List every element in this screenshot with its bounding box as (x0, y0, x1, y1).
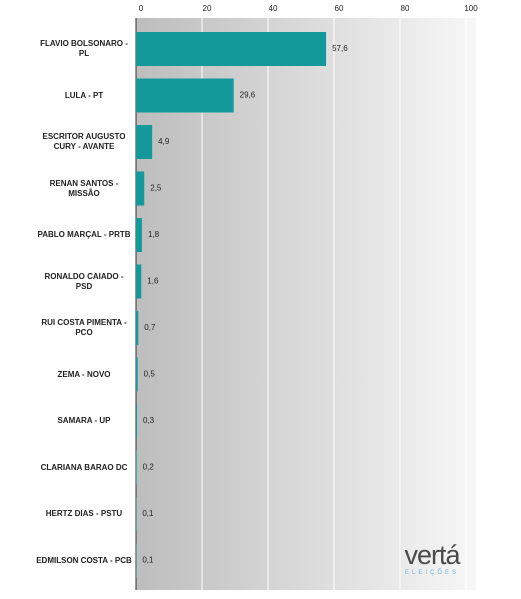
data-label: 0,1 (142, 509, 154, 518)
y-tick-label: RONALDO CAIADO - PSD (44, 271, 124, 291)
y-tick-label: ZEMA - NOVO (57, 369, 111, 379)
plot-background (136, 18, 476, 590)
x-tick-label: 80 (401, 4, 410, 13)
data-label: 1,6 (147, 277, 159, 286)
bar (136, 264, 142, 299)
y-tick-label: HERTZ DIAS - PSTU (45, 509, 123, 518)
bar (136, 171, 145, 206)
x-tick-label: 20 (203, 4, 212, 13)
y-tick-label: LULA - PT (64, 90, 104, 100)
data-label: 0,2 (143, 463, 155, 472)
y-tick-label: RUI COSTA PIMENTA - PCO (41, 318, 127, 337)
bar (136, 357, 138, 392)
y-tick-label: RENAN SANTOS - MISSÃO (49, 178, 119, 198)
data-label: 2,5 (150, 184, 162, 193)
y-tick-label: FLAVIO BOLSONARO - PL (40, 39, 128, 58)
bar (136, 125, 153, 159)
data-label: 0,3 (143, 416, 155, 425)
data-label: 57,6 (332, 44, 348, 53)
data-label: 4,9 (158, 137, 170, 146)
bar (136, 218, 142, 252)
y-tick-label: EDMILSON COSTA - PCB (36, 555, 132, 565)
y-tick-label: CLARIANA BARAO DC (40, 462, 128, 472)
bar (136, 78, 234, 113)
data-label: 0,7 (144, 323, 156, 332)
x-tick-label: 0 (139, 4, 144, 13)
bar (136, 450, 137, 485)
data-label: 1,8 (148, 230, 160, 239)
x-tick-label: 100 (464, 4, 478, 13)
x-tick-label: 60 (335, 4, 344, 13)
y-tick-label: ESCRITOR AUGUSTO CURY - AVANTE (42, 132, 126, 151)
bar (136, 404, 137, 438)
bar (136, 311, 139, 345)
data-label: 0,1 (142, 556, 154, 565)
x-tick-label: 40 (269, 4, 278, 13)
logo: vertá ELEIÇÕES (392, 540, 472, 576)
data-label: 29,6 (240, 91, 256, 100)
logo-tagline: ELEIÇÕES (404, 570, 459, 576)
logo-name: vertá (404, 540, 460, 570)
bar (136, 32, 327, 66)
data-label: 0,5 (144, 370, 156, 379)
y-tick-label: PABLO MARÇAL - PRTB (37, 230, 131, 239)
y-tick-label: SAMARA - UP (57, 416, 111, 425)
